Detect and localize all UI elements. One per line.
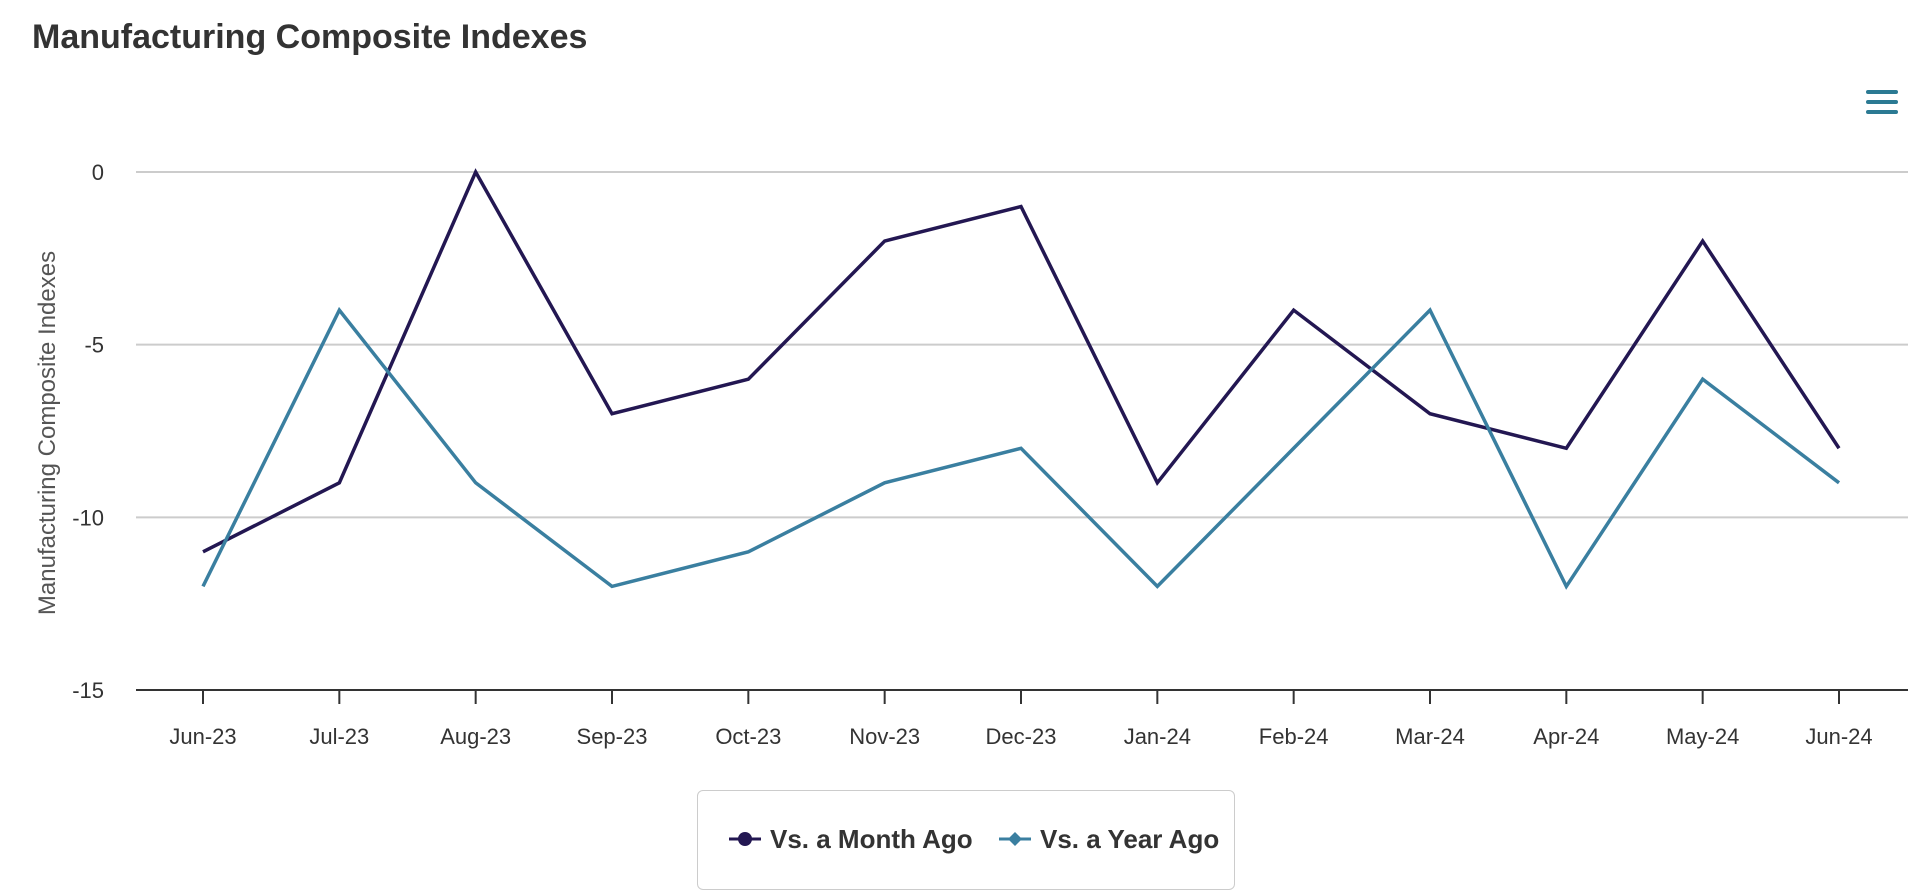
y-tick-label: -10 — [72, 505, 104, 530]
data-point[interactable] — [331, 475, 347, 491]
data-point[interactable] — [195, 544, 211, 560]
data-point[interactable] — [877, 475, 893, 491]
data-point[interactable] — [604, 406, 620, 422]
series-line[interactable] — [201, 306, 1841, 590]
x-tick-label: Jan-24 — [1124, 724, 1191, 749]
data-point[interactable] — [604, 578, 620, 594]
y-axis-label: Manufacturing Composite Indexes — [34, 251, 61, 615]
x-tick-label: May-24 — [1666, 724, 1739, 749]
hamburger-menu-icon[interactable] — [1862, 86, 1902, 120]
data-point[interactable] — [1286, 302, 1302, 318]
diamond-marker-icon — [999, 832, 1031, 846]
data-point[interactable] — [1695, 371, 1711, 387]
legend-item-month-ago[interactable]: Vs. a Month Ago — [728, 821, 973, 857]
data-point[interactable] — [877, 233, 893, 249]
data-point[interactable] — [468, 164, 484, 180]
x-tick-label: Sep-23 — [577, 724, 648, 749]
x-tick-label: Oct-23 — [715, 724, 781, 749]
y-axis-ticks: 0 -5 -10 -15 — [72, 160, 104, 703]
data-point[interactable] — [1558, 578, 1574, 594]
data-point[interactable] — [1286, 440, 1302, 456]
line-chart: 0 -5 -10 -15 Jun-23 Jul-23 Aug-23 Sep-23 Oct-23… — [34, 160, 1908, 749]
x-tick-label: Dec-23 — [986, 724, 1057, 749]
data-point[interactable] — [1831, 475, 1847, 491]
data-point[interactable] — [740, 371, 756, 387]
data-point[interactable] — [740, 544, 756, 560]
x-tick-label: Apr-24 — [1533, 724, 1599, 749]
data-point[interactable] — [195, 578, 211, 594]
series-0 — [195, 164, 1847, 560]
data-point[interactable] — [1831, 440, 1847, 456]
series-line[interactable] — [202, 168, 1841, 554]
legend-label: Vs. a Year Ago — [1040, 823, 1220, 854]
data-point[interactable] — [331, 302, 347, 318]
data-point[interactable] — [1422, 302, 1438, 318]
data-point[interactable] — [468, 475, 484, 491]
x-tick-label: Jul-23 — [309, 724, 369, 749]
x-tick-label: Aug-23 — [440, 724, 511, 749]
series-1 — [195, 302, 1847, 594]
x-axis-ticks: Jun-23 Jul-23 Aug-23 Sep-23 Oct-23 Nov-23 Dec-… — [169, 690, 1873, 749]
legend: Vs. a Month Ago Vs. a Year Ago — [697, 790, 1235, 890]
data-point[interactable] — [1013, 440, 1029, 456]
data-point[interactable] — [1422, 406, 1438, 422]
data-point[interactable] — [1013, 199, 1029, 215]
legend-item-year-ago[interactable]: Vs. a Year Ago — [998, 821, 1219, 857]
series — [195, 164, 1847, 594]
y-tick-label: 0 — [92, 160, 104, 185]
x-tick-label: Mar-24 — [1395, 724, 1465, 749]
y-tick-label: -15 — [72, 678, 104, 703]
chart-title: Manufacturing Composite Indexes — [32, 18, 588, 56]
x-tick-label: Jun-24 — [1805, 724, 1872, 749]
data-point[interactable] — [1149, 475, 1165, 491]
y-tick-label: -5 — [84, 333, 104, 358]
x-tick-label: Nov-23 — [849, 724, 920, 749]
data-point[interactable] — [1558, 440, 1574, 456]
data-point[interactable] — [1695, 233, 1711, 249]
x-tick-label: Jun-23 — [169, 724, 236, 749]
x-tick-label: Feb-24 — [1259, 724, 1329, 749]
circle-marker-icon — [729, 832, 761, 846]
legend-label: Vs. a Month Ago — [770, 823, 973, 854]
data-point[interactable] — [1149, 578, 1165, 594]
